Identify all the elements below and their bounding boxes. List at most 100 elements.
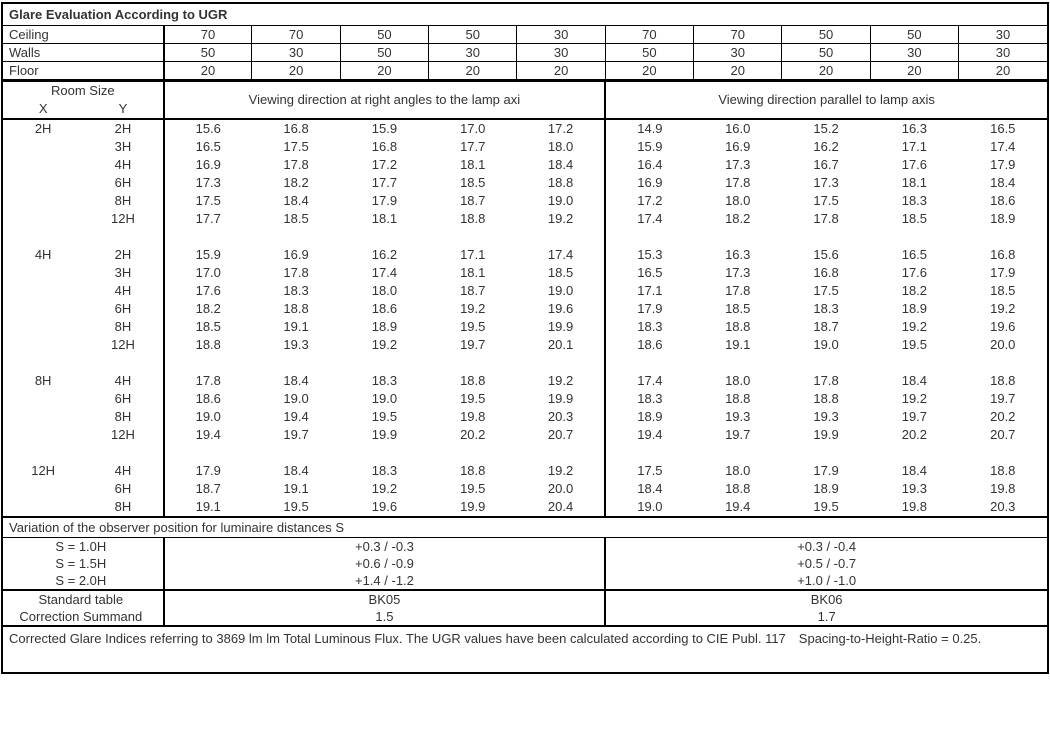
spacer-cell bbox=[959, 444, 1047, 462]
ugr-value: 18.3 bbox=[870, 192, 958, 210]
variation-title: Variation of the observer position for l… bbox=[3, 516, 1047, 537]
reflectance-value: 30 bbox=[694, 44, 782, 62]
reflectance-value: 20 bbox=[517, 62, 605, 81]
ugr-value: 16.8 bbox=[782, 264, 870, 282]
room-x-value bbox=[3, 138, 83, 156]
room-y-value: 6H bbox=[83, 174, 163, 192]
ugr-value: 20.0 bbox=[517, 480, 605, 498]
ugr-value: 19.2 bbox=[340, 336, 428, 354]
reflectance-row-label: Floor bbox=[3, 62, 164, 81]
ugr-value: 19.5 bbox=[429, 318, 517, 336]
ugr-value: 17.9 bbox=[959, 264, 1047, 282]
room-x-value bbox=[3, 498, 83, 516]
standard-correction-table: Standard table BK05 BK06 Correction Summ… bbox=[3, 589, 1047, 625]
reflectance-value: 30 bbox=[517, 26, 605, 44]
ugr-value: 19.1 bbox=[694, 336, 782, 354]
ugr-value: 19.5 bbox=[870, 336, 958, 354]
spacer-cell bbox=[694, 354, 782, 372]
reflectance-value: 20 bbox=[782, 62, 870, 81]
room-x-value bbox=[3, 174, 83, 192]
ugr-value: 18.1 bbox=[870, 174, 958, 192]
room-x-value: 12H bbox=[3, 462, 83, 480]
reflectance-value: 50 bbox=[340, 44, 428, 62]
ugr-value: 18.6 bbox=[340, 300, 428, 318]
ugr-value: 18.4 bbox=[870, 462, 958, 480]
ugr-value: 18.9 bbox=[782, 480, 870, 498]
ugr-value: 15.9 bbox=[340, 119, 428, 138]
ugr-value: 17.9 bbox=[164, 462, 252, 480]
room-y-value: 2H bbox=[83, 119, 163, 138]
reflectance-value: 20 bbox=[252, 62, 340, 81]
ugr-value: 16.3 bbox=[694, 246, 782, 264]
room-x-value bbox=[3, 210, 83, 228]
ugr-value: 18.8 bbox=[429, 372, 517, 390]
ugr-value: 19.5 bbox=[429, 390, 517, 408]
ugr-value: 18.0 bbox=[694, 462, 782, 480]
ugr-value: 18.2 bbox=[870, 282, 958, 300]
ugr-value: 17.3 bbox=[782, 174, 870, 192]
ugr-value: 17.9 bbox=[959, 156, 1047, 174]
ugr-value: 17.4 bbox=[340, 264, 428, 282]
ugr-value: 17.8 bbox=[782, 372, 870, 390]
ugr-value: 17.8 bbox=[252, 156, 340, 174]
ugr-value: 15.2 bbox=[782, 119, 870, 138]
ugr-value: 18.5 bbox=[252, 210, 340, 228]
room-x-value bbox=[3, 426, 83, 444]
ugr-value: 17.5 bbox=[782, 282, 870, 300]
ugr-value: 19.1 bbox=[252, 480, 340, 498]
spacer-cell bbox=[252, 444, 340, 462]
ugr-value: 18.5 bbox=[429, 174, 517, 192]
ugr-value: 17.5 bbox=[252, 138, 340, 156]
spacer-cell bbox=[959, 354, 1047, 372]
reflectance-value: 30 bbox=[870, 44, 958, 62]
room-y-value: 6H bbox=[83, 390, 163, 408]
ugr-value: 17.6 bbox=[164, 282, 252, 300]
footnote-text: Corrected Glare Indices referring to 386… bbox=[3, 625, 1047, 650]
ugr-value: 18.3 bbox=[340, 462, 428, 480]
ugr-value: 17.4 bbox=[605, 372, 693, 390]
ugr-value: 19.2 bbox=[870, 318, 958, 336]
ugr-value: 17.5 bbox=[782, 192, 870, 210]
reflectance-header-table: Ceiling70705050307070505030Walls50305030… bbox=[3, 26, 1047, 81]
reflectance-value: 20 bbox=[694, 62, 782, 81]
spacer-cell bbox=[83, 354, 163, 372]
ugr-value: 17.6 bbox=[870, 156, 958, 174]
reflectance-value: 20 bbox=[870, 62, 958, 81]
ugr-value: 18.5 bbox=[870, 210, 958, 228]
ugr-value: 19.8 bbox=[429, 408, 517, 426]
ugr-value: 17.8 bbox=[252, 264, 340, 282]
spacer-cell bbox=[959, 228, 1047, 246]
spacer-cell bbox=[782, 354, 870, 372]
ugr-value: 17.8 bbox=[164, 372, 252, 390]
reflectance-value: 30 bbox=[959, 44, 1047, 62]
ugr-value: 16.8 bbox=[959, 246, 1047, 264]
ugr-value: 18.2 bbox=[252, 174, 340, 192]
ugr-value: 16.0 bbox=[694, 119, 782, 138]
ugr-value: 18.8 bbox=[694, 480, 782, 498]
ugr-value: 18.2 bbox=[164, 300, 252, 318]
ugr-value: 19.6 bbox=[340, 498, 428, 516]
ugr-value: 19.9 bbox=[782, 426, 870, 444]
room-size-label: Room Size bbox=[3, 82, 164, 101]
ugr-value: 18.4 bbox=[252, 372, 340, 390]
standard-table-label: Standard table bbox=[3, 590, 164, 608]
room-x-value bbox=[3, 264, 83, 282]
ugr-value: 18.9 bbox=[959, 210, 1047, 228]
ugr-value: 17.3 bbox=[694, 156, 782, 174]
ugr-value: 18.7 bbox=[782, 318, 870, 336]
ugr-value: 18.4 bbox=[252, 192, 340, 210]
ugr-value: 17.2 bbox=[517, 119, 605, 138]
room-y-value: 12H bbox=[83, 426, 163, 444]
ugr-value: 17.6 bbox=[870, 264, 958, 282]
ugr-value: 18.0 bbox=[694, 372, 782, 390]
ugr-value: 18.5 bbox=[694, 300, 782, 318]
spacer-cell bbox=[870, 354, 958, 372]
ugr-value: 19.9 bbox=[340, 426, 428, 444]
ugr-value: 15.3 bbox=[605, 246, 693, 264]
ugr-value: 19.3 bbox=[694, 408, 782, 426]
room-y-value: 4H bbox=[83, 462, 163, 480]
ugr-value: 19.7 bbox=[870, 408, 958, 426]
ugr-value: 15.6 bbox=[164, 119, 252, 138]
ugr-value: 19.1 bbox=[252, 318, 340, 336]
room-x-value: 2H bbox=[3, 119, 83, 138]
